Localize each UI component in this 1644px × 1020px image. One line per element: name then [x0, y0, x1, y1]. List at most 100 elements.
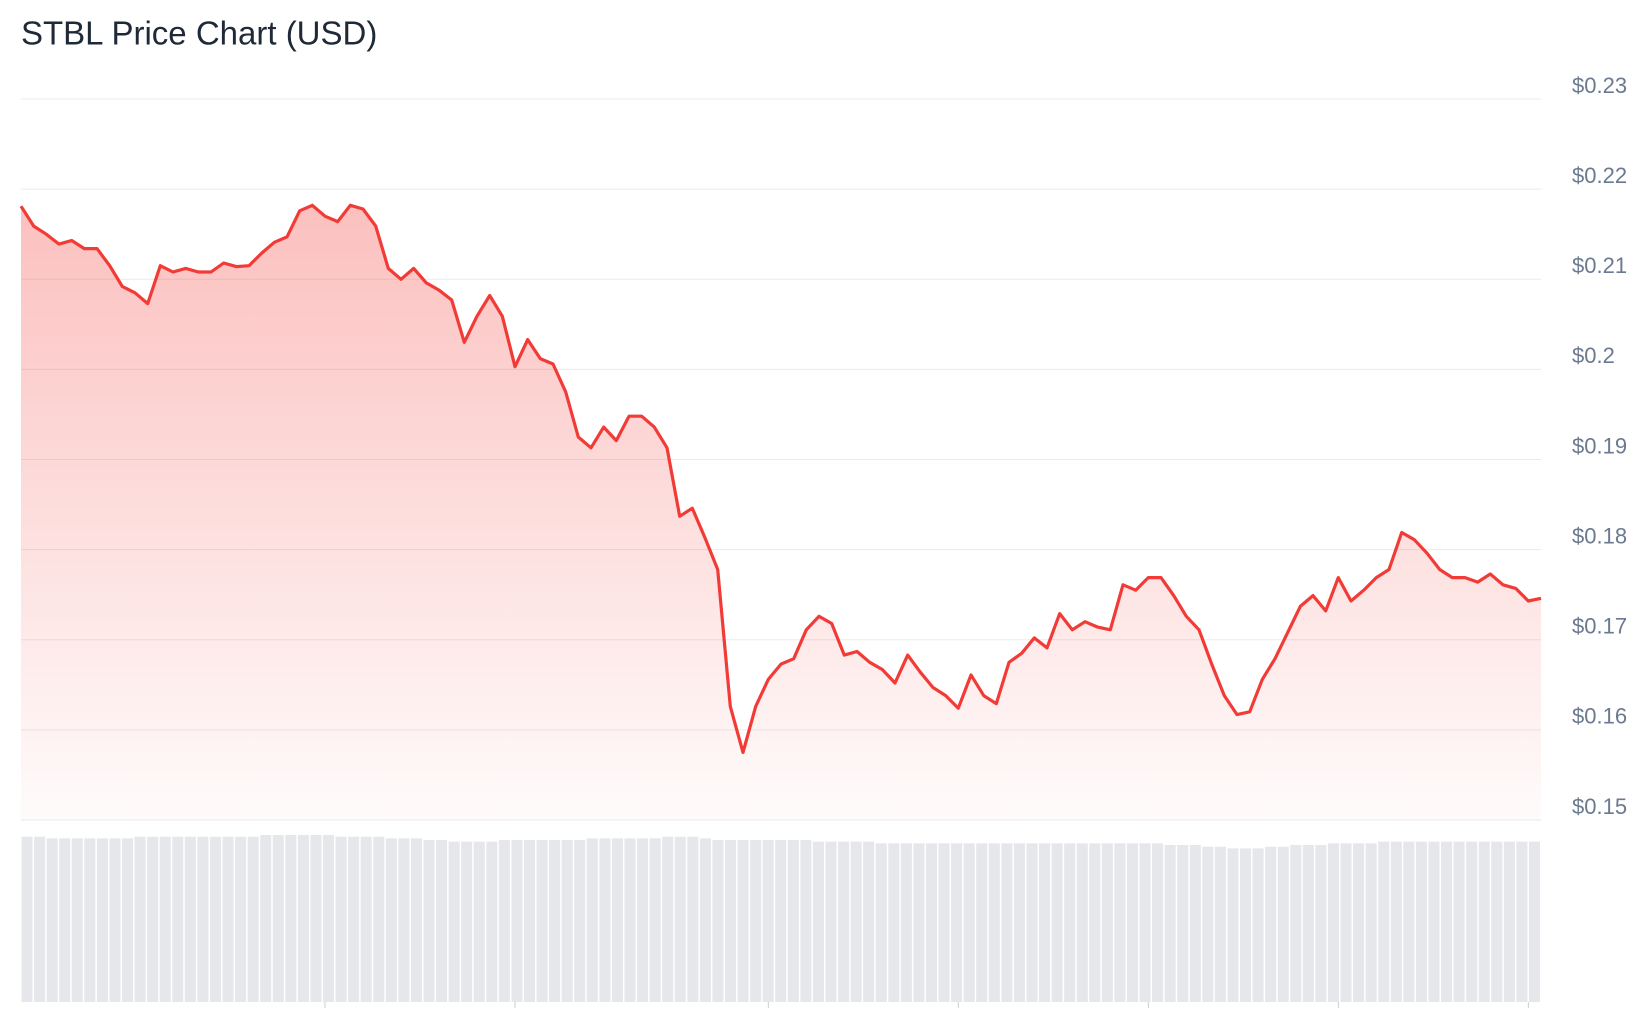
- y-tick-label: $0.21: [1572, 253, 1627, 278]
- volume-bar: [574, 840, 586, 1002]
- volume-bar: [1441, 841, 1453, 1002]
- volume-bar: [637, 838, 649, 1002]
- volume-bar: [1378, 841, 1390, 1002]
- volume-bar: [1089, 843, 1101, 1002]
- volume-bar: [285, 835, 297, 1002]
- volume-bar: [1265, 846, 1277, 1002]
- volume-bar: [1528, 841, 1540, 1002]
- volume-bar: [1453, 841, 1465, 1002]
- y-tick-label: $0.16: [1572, 704, 1627, 729]
- volume-bar: [398, 838, 410, 1002]
- x-tick-label: 07:00: [931, 1017, 986, 1020]
- volume-bar: [787, 840, 799, 1002]
- volume-bar: [159, 836, 171, 1002]
- x-tick-label: 16:00: [1501, 1017, 1556, 1020]
- volume-bar: [1240, 848, 1252, 1002]
- volume-bar: [222, 836, 234, 1002]
- volume-bar: [322, 835, 335, 1002]
- volume-bar: [523, 840, 536, 1002]
- volume-bar: [938, 843, 950, 1002]
- volume-bar: [1139, 843, 1151, 1002]
- volume-bar: [1126, 843, 1139, 1002]
- volume-bar: [134, 836, 146, 1002]
- volume-bar: [925, 843, 938, 1002]
- volume-bar: [197, 836, 209, 1002]
- volume-bar: [1013, 843, 1025, 1002]
- volume-bar: [1415, 841, 1427, 1002]
- volume-bar: [373, 836, 385, 1002]
- volume-bar: [712, 840, 724, 1002]
- volume-bar: [875, 843, 887, 1002]
- volume-bar: [1390, 841, 1402, 1002]
- volume-bar: [1428, 841, 1440, 1002]
- volume-bar: [662, 836, 674, 1002]
- volume-bar: [109, 838, 121, 1002]
- volume-bar: [737, 840, 749, 1002]
- volume-bar: [96, 838, 108, 1002]
- y-tick-label: $0.17: [1572, 614, 1627, 639]
- volume-bar: [988, 843, 1000, 1002]
- price-area: [21, 205, 1541, 821]
- y-tick-label: $0.18: [1572, 523, 1627, 548]
- volume-bar: [850, 841, 862, 1002]
- volume-bar: [1516, 841, 1528, 1002]
- volume-bar: [1491, 841, 1503, 1002]
- volume-bar: [963, 843, 975, 1002]
- volume-bar: [699, 838, 711, 1002]
- volume-bar: [21, 836, 33, 1002]
- volume-bar: [260, 835, 272, 1002]
- volume-bar: [46, 838, 58, 1002]
- x-tick-label: 12. Oct: [480, 1017, 551, 1020]
- volume-bar: [624, 838, 636, 1002]
- volume-bar: [247, 836, 259, 1002]
- volume-bar: [536, 840, 548, 1002]
- volume-bar: [599, 838, 611, 1002]
- volume-bar: [121, 838, 134, 1002]
- volume-bar: [486, 841, 498, 1002]
- volume-bar: [762, 840, 774, 1002]
- volume-bar: [310, 835, 322, 1002]
- volume-bar: [838, 841, 850, 1002]
- volume-bar: [1164, 845, 1176, 1002]
- volume-bar: [1039, 843, 1051, 1002]
- volume-bar: [750, 840, 762, 1002]
- volume-bar: [800, 840, 812, 1002]
- volume-bar: [1076, 843, 1088, 1002]
- volume-bar: [1252, 848, 1264, 1002]
- volume-bar: [1101, 843, 1113, 1002]
- volume-bar: [549, 840, 561, 1002]
- volume-bar: [775, 840, 787, 1002]
- volume-bar: [687, 836, 699, 1002]
- volume-bar: [561, 840, 573, 1002]
- volume-bar: [649, 838, 661, 1002]
- volume-bar: [674, 836, 686, 1002]
- x-tick-label: 04:00: [741, 1017, 796, 1020]
- volume-bar: [461, 841, 473, 1002]
- x-tick-label: 10:00: [1121, 1017, 1176, 1020]
- volume-bar: [1353, 843, 1365, 1002]
- volume-bar: [297, 835, 309, 1002]
- volume-bar: [1315, 845, 1327, 1002]
- volume-bar: [235, 836, 247, 1002]
- volume-bar: [423, 840, 435, 1002]
- volume-bar: [951, 843, 963, 1002]
- x-tick-label: 13:00: [1311, 1017, 1366, 1020]
- volume-bar: [1051, 843, 1063, 1002]
- volume-bar: [1466, 841, 1478, 1002]
- volume-bar: [511, 840, 523, 1002]
- volume-bar: [976, 843, 988, 1002]
- volume-bar: [1478, 841, 1490, 1002]
- y-tick-label: $0.23: [1572, 73, 1627, 98]
- volume-bar: [1177, 845, 1189, 1002]
- volume-bar: [348, 836, 360, 1002]
- volume-bar: [84, 838, 96, 1002]
- y-tick-label: $0.19: [1572, 433, 1627, 458]
- y-tick-label: $0.22: [1572, 163, 1627, 188]
- volume-bar: [448, 841, 460, 1002]
- volume-bar: [1001, 843, 1013, 1002]
- volume-bar: [172, 836, 184, 1002]
- volume-bar: [184, 836, 196, 1002]
- volume-bar: [1277, 846, 1289, 1002]
- volume-bar: [1290, 845, 1302, 1002]
